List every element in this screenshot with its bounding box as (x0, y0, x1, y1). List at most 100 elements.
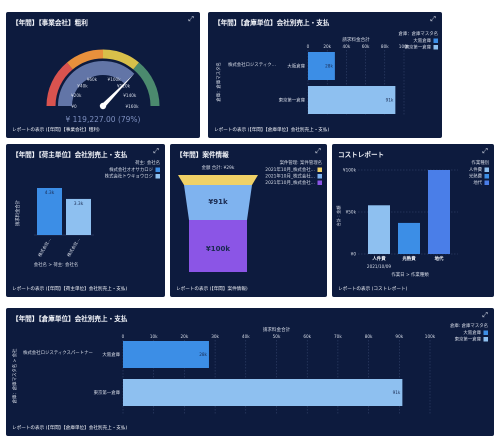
x-tick-label: 10k (150, 334, 158, 339)
legend-swatch (155, 167, 160, 172)
panel-footer-link[interactable]: レポートの表示 (【年間】【事業会社】粗利) (12, 128, 100, 133)
gauge-band (102, 49, 140, 70)
legend-label: 光熱費 (469, 173, 483, 180)
expand-icon[interactable]: ⤢ (315, 147, 321, 155)
legend-label: 人件費 (469, 166, 483, 173)
legend-swatch (484, 167, 489, 172)
x-tick-label: 30k (211, 334, 219, 339)
x-category-label: 株式会社… (36, 237, 53, 259)
funnel-segment (189, 220, 247, 272)
bar (123, 341, 209, 368)
x-axis-title: 会社名 > 荷主: 会社名 (34, 261, 78, 268)
bar-value-label: 91k (386, 98, 394, 103)
gauge-value-label: ¥ 119,227.00 (79%) (65, 115, 140, 124)
expand-icon[interactable]: ⤢ (430, 15, 436, 23)
funnel-top-label: 金額 合計: ¥29k (202, 164, 235, 171)
legend-swatch (484, 180, 489, 185)
category-label: 東京第一倉庫 (94, 389, 121, 396)
x-tick-label: 60k (362, 44, 370, 49)
gauge-tick-label: ¥60k (87, 77, 98, 82)
y-tick-label: ¥50k (346, 210, 357, 215)
gauge-tick-label: ¥160k (125, 104, 139, 109)
legend-title: 案件管理: 案件管理名 (280, 159, 322, 166)
y-axis-title: 倉庫：倉庫マスタ名 > 会社 (11, 348, 18, 403)
panel-title: 【年間】【倉庫単位】会社別売上・支払 (12, 315, 128, 323)
funnel-value-label: ¥100k (206, 245, 230, 253)
legend-swatch (433, 45, 438, 50)
legend-label: 2021年10月_株式会社… (265, 179, 315, 186)
expand-icon[interactable]: ⤢ (188, 15, 194, 23)
legend-label: 地代 (473, 179, 482, 186)
legend-swatch (483, 337, 488, 342)
legend-swatch (317, 167, 322, 172)
warehouse-wide-bar-chart: 請求料金合計 0 10k 20k 30k 40k 50k 60k 70k 80k 90k 100k 倉庫… (11, 322, 488, 414)
bar-value-label: 4.3k (45, 190, 55, 196)
panel-title: 【年間】案件情報 (176, 151, 229, 159)
gauge-tick-label: ¥140k (123, 93, 137, 98)
x-tick-label: 100k (425, 334, 436, 339)
x-category-label: 地代 (435, 255, 444, 262)
gauge-tick-label: ¥100k (108, 77, 122, 82)
x-tick-label: 50k (273, 334, 281, 339)
shipper-bar-panel: 【年間】【荷主単位】会社別売上・支払 ⤢ 荷主: 会社名 株式会社オオサカロジ 株式… (6, 144, 165, 297)
bar (123, 379, 403, 406)
bar-value-label: 28k (325, 64, 333, 69)
panel-title: 【年間】【倉庫単位】会社別売上・支払 (214, 19, 330, 27)
panel-footer-link[interactable]: レポートの表示 (【年間】【倉庫単位】会社別売上・支払) (12, 426, 128, 431)
y-axis-title: 倉庫：倉庫マスタ名 (215, 62, 222, 102)
gauge-band (133, 62, 160, 107)
category-label: 大阪倉庫 (287, 63, 305, 70)
x-tick-label: 0 (307, 44, 310, 49)
x-tick-label: 40k (242, 334, 250, 339)
x-tick-label: 20k (181, 334, 189, 339)
x-group-label: 2021/10/09 (367, 264, 391, 269)
legend-label: 株式会社オオサカロジ (109, 166, 154, 173)
gauge-band (46, 62, 73, 107)
gauge-tick-label: ¥0 (71, 104, 77, 109)
y-axis-title: 合計 : 金額 (335, 205, 342, 227)
y-tick-label: ¥100k (343, 168, 357, 173)
panel-footer-link[interactable]: レポートの表示 (コストレポート) (338, 287, 408, 292)
expand-icon[interactable]: ⤢ (482, 147, 488, 155)
expand-icon[interactable]: ⤢ (482, 311, 488, 319)
x-tick-label: 80k (381, 44, 389, 49)
panel-footer-link[interactable]: レポートの表示 (【年間】【倉庫単位】会社別売上・支払) (214, 128, 330, 133)
expand-icon[interactable]: ⤢ (153, 147, 159, 155)
x-category-label: 人件費 (372, 255, 386, 262)
legend-label: 東京第一倉庫 (455, 336, 482, 343)
bar (368, 205, 390, 254)
x-tick-label: 40k (343, 44, 351, 49)
panel-footer-link[interactable]: レポートの表示 (【年間】案件情報) (176, 287, 248, 292)
bar (428, 170, 450, 254)
legend-swatch (155, 174, 160, 179)
gauge-value-arc (58, 61, 135, 107)
x-category-label: 株式会社… (65, 237, 82, 259)
legend-swatch (433, 38, 438, 43)
category-label: 東京第一倉庫 (279, 97, 306, 104)
x-tick-label: 70k (334, 334, 342, 339)
bar (37, 188, 62, 235)
legend-label: 東京第一倉庫 (405, 44, 432, 51)
axis-title: 請求料金合計 (263, 326, 291, 333)
legend-title: 倉庫：倉庫マスタ名 (398, 30, 438, 37)
bar-value-label: 28k (199, 352, 207, 357)
gauge-tick-label: ¥20k (71, 93, 82, 98)
x-category-label: 光熱費 (401, 255, 416, 262)
x-tick-label: 60k (303, 334, 311, 339)
warehouse-bar-panel: 【年間】【倉庫単位】会社別売上・支払 ⤢ 請求料金合計 0 20k 40k 60k 80k… (208, 12, 442, 138)
legend-label: 大阪倉庫 (413, 37, 431, 44)
project-funnel-panel: 【年間】案件情報 ⤢ 金額 合計: ¥29k 案件管理: 案件管理名 2021年10… (170, 144, 327, 297)
legend-title: 倉庫: 倉庫マスタ名 (450, 322, 488, 329)
panel-footer-link[interactable]: レポートの表示 (【年間】【荷主単位】会社別売上・支払) (12, 287, 128, 292)
panel-title: 【年間】【事業会社】粗利 (12, 19, 88, 27)
legend-label: 株式会社トウキョウロジ (105, 173, 154, 180)
legend-title: 作業種別 (471, 159, 489, 166)
panel-title: 【年間】【荷主単位】会社別売上・支払 (12, 151, 128, 159)
bar (308, 52, 335, 80)
y-axis-title: 請求料金合計 (14, 199, 21, 226)
bar (66, 198, 91, 235)
bar (398, 222, 420, 254)
bar (308, 86, 396, 114)
